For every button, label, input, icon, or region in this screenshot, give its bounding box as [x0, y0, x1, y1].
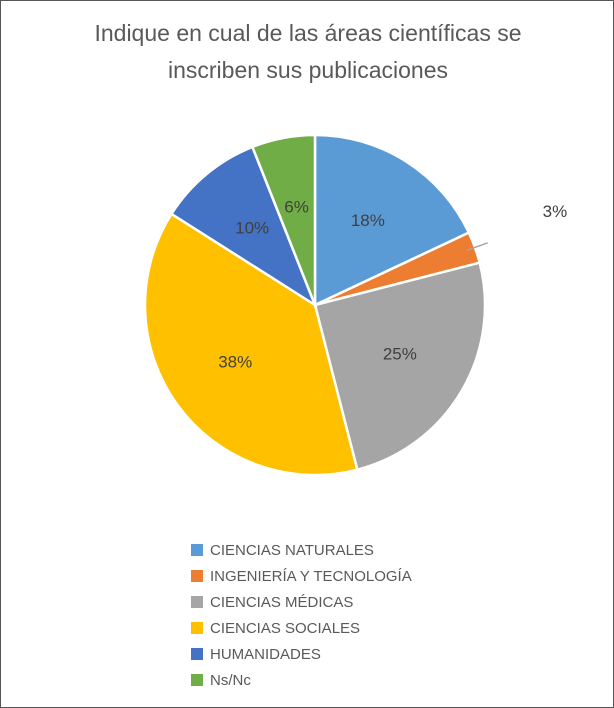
legend-item: CIENCIAS SOCIALES — [191, 615, 412, 641]
legend-swatch — [191, 674, 203, 686]
data-label: 3% — [543, 202, 568, 221]
leader-line — [466, 242, 488, 251]
legend-label: Ns/Nc — [210, 671, 251, 689]
legend: CIENCIAS NATURALES INGENIERÍA Y TECNOLOGÍ… — [191, 537, 412, 693]
legend-item: INGENIERÍA Y TECNOLOGÍA — [191, 563, 412, 589]
legend-label: CIENCIAS SOCIALES — [210, 619, 361, 637]
legend-item: CIENCIAS NATURALES — [191, 537, 412, 563]
pie-slice — [313, 261, 487, 472]
legend-swatch — [191, 570, 203, 582]
legend-label: INGENIERÍA Y TECNOLOGÍA — [210, 567, 412, 585]
legend-item: Ns/Nc — [191, 667, 412, 693]
data-label: 18% — [351, 211, 385, 230]
legend-swatch — [191, 622, 203, 634]
legend-swatch — [191, 596, 203, 608]
chart-title: Indique en cual de las áreas científicas… — [94, 20, 522, 83]
data-label: 25% — [383, 345, 417, 364]
legend-label: HUMANIDADES — [210, 645, 321, 663]
pie-slice — [169, 145, 318, 309]
pie-slice — [313, 133, 471, 307]
pie-slice — [250, 133, 317, 306]
legend-item: HUMANIDADES — [191, 641, 412, 667]
legend-label: CIENCIAS NATURALES — [210, 541, 374, 559]
data-label: 38% — [218, 352, 252, 371]
pie-slice — [143, 212, 359, 477]
legend-item: CIENCIAS MÉDICAS — [191, 589, 412, 615]
legend-swatch — [191, 544, 203, 556]
legend-swatch — [191, 648, 203, 660]
legend-label: CIENCIAS MÉDICAS — [210, 593, 354, 611]
data-label: 10% — [235, 219, 269, 238]
data-label: 6% — [284, 198, 309, 217]
